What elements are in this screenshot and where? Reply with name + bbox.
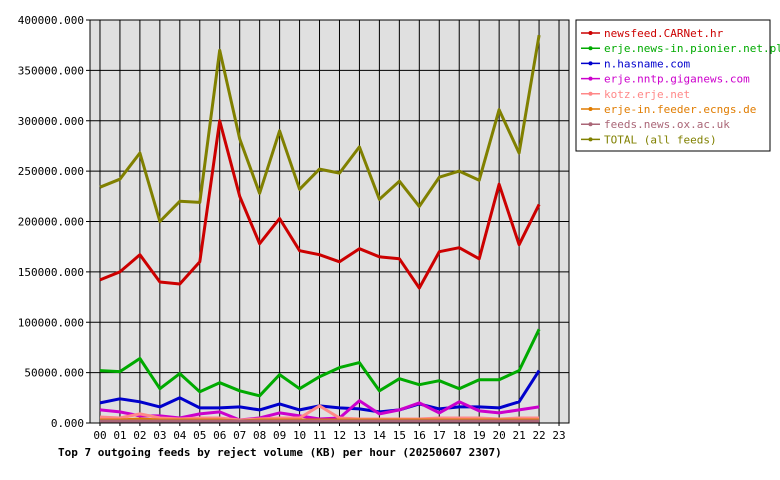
x-tick-label: 18 <box>453 429 466 442</box>
series-line-7 <box>99 34 541 223</box>
series-lines <box>99 34 541 423</box>
y-tick-label: 200000.000 <box>18 216 84 229</box>
x-tick-label: 00 <box>93 429 106 442</box>
legend-marker <box>588 91 593 96</box>
legend-label: feeds.news.ox.ac.uk <box>604 118 730 131</box>
x-tick-label: 15 <box>393 429 406 442</box>
y-tick-label: 0.000 <box>51 417 84 430</box>
y-tick-label: 150000.000 <box>18 266 84 279</box>
series-line-0 <box>99 119 541 290</box>
legend-box <box>575 19 771 152</box>
y-axis-ticks: 0.000 50000.000 100000.000 150000.000 200000… <box>18 14 90 430</box>
x-tick-label: 03 <box>153 429 166 442</box>
legend-label: erje-in.feeder.ecngs.de <box>604 103 756 116</box>
x-tick-label: 07 <box>233 429 246 442</box>
x-tick-label: 08 <box>253 429 266 442</box>
x-tick-label: 11 <box>313 429 326 442</box>
y-tick-label: 50000.000 <box>24 367 84 380</box>
x-tick-label: 02 <box>133 429 146 442</box>
y-tick-label: 100000.000 <box>18 316 84 329</box>
x-tick-label: 23 <box>552 429 565 442</box>
legend-marker <box>588 107 593 111</box>
x-tick-label: 22 <box>532 429 545 442</box>
x-tick-label: 10 <box>293 429 306 442</box>
legend-label: n.hasname.com <box>604 57 690 70</box>
x-tick-label: 16 <box>413 429 426 442</box>
x-tick-label: 09 <box>273 429 286 442</box>
series-line-1 <box>99 328 541 398</box>
x-tick-label: 21 <box>512 429 525 442</box>
y-tick-label: 250000.000 <box>18 165 84 178</box>
legend-label: kotz.erje.net <box>604 88 690 101</box>
y-tick-label: 300000.000 <box>18 115 84 128</box>
legend-marker <box>588 122 593 127</box>
grid-lines <box>90 19 569 424</box>
x-tick-label: 05 <box>193 429 206 442</box>
legend-marker <box>588 46 593 51</box>
legend-label: newsfeed.CARNet.hr <box>604 27 724 40</box>
x-tick-label: 13 <box>353 429 366 442</box>
x-tick-label: 14 <box>373 429 387 442</box>
legend-marker <box>588 76 593 81</box>
x-tick-label: 12 <box>333 429 346 442</box>
legend-label: TOTAL (all feeds) <box>604 133 717 146</box>
y-tick-label: 350000.000 <box>18 64 84 77</box>
x-tick-label: 04 <box>173 429 187 442</box>
legend-marker <box>588 137 593 142</box>
legend-marker <box>588 31 593 35</box>
x-tick-label: 19 <box>473 429 486 442</box>
legend-label: erje.news-in.pionier.net.pl <box>604 42 780 55</box>
y-tick-label: 400000.000 <box>18 14 84 27</box>
x-tick-label: 17 <box>433 429 446 442</box>
x-axis-ticks: 00 01 02 03 04 05 06 07 08 09 10 11 12 13 14 15 16 17 18 19… <box>93 423 566 442</box>
x-tick-label: 01 <box>113 429 126 442</box>
legend-marker <box>588 61 593 66</box>
x-tick-label: 06 <box>213 429 226 442</box>
chart-title: Top 7 outgoing feeds by reject volume (K… <box>58 446 502 459</box>
legend-label: erje.nntp.giganews.com <box>604 73 750 86</box>
legend: newsfeed.CARNet.hr erje.news-in.pionier.n… <box>575 19 780 152</box>
x-tick-label: 20 <box>493 429 506 442</box>
